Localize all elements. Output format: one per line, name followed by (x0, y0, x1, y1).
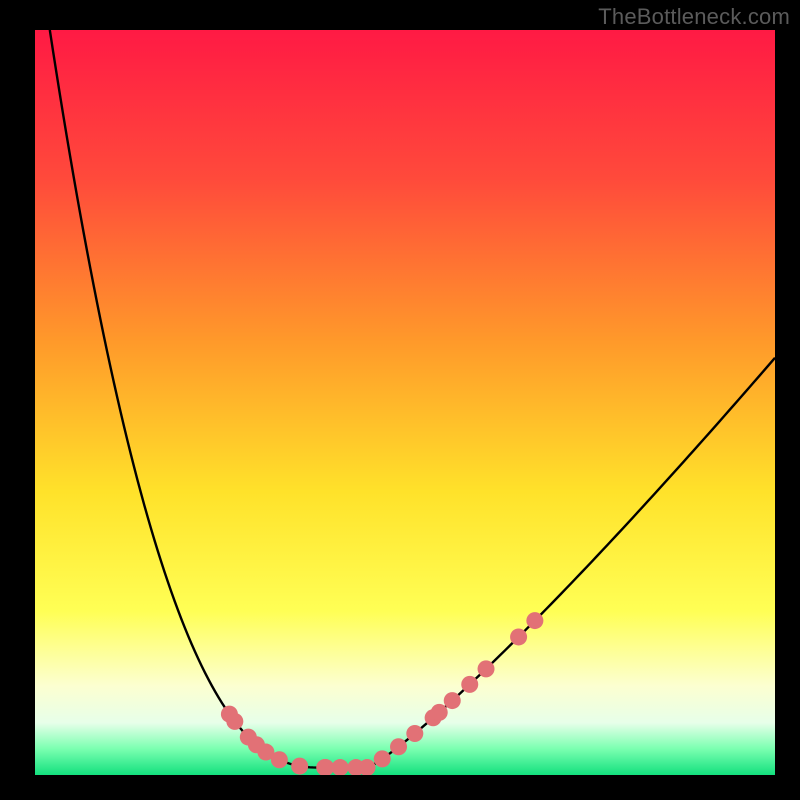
chart-container: TheBottleneck.com (0, 0, 800, 800)
plot-background (35, 30, 775, 775)
data-marker (406, 725, 423, 742)
chart-svg (0, 0, 800, 800)
data-marker (226, 713, 243, 730)
data-marker (510, 628, 527, 645)
data-marker (444, 692, 461, 709)
data-marker (332, 759, 349, 776)
data-marker (374, 750, 391, 767)
data-marker (359, 759, 376, 776)
data-marker (461, 676, 478, 693)
data-marker (431, 704, 448, 721)
data-marker (390, 738, 407, 755)
data-marker (526, 612, 543, 629)
data-marker (478, 660, 495, 677)
data-marker (291, 758, 308, 775)
data-marker (271, 751, 288, 768)
